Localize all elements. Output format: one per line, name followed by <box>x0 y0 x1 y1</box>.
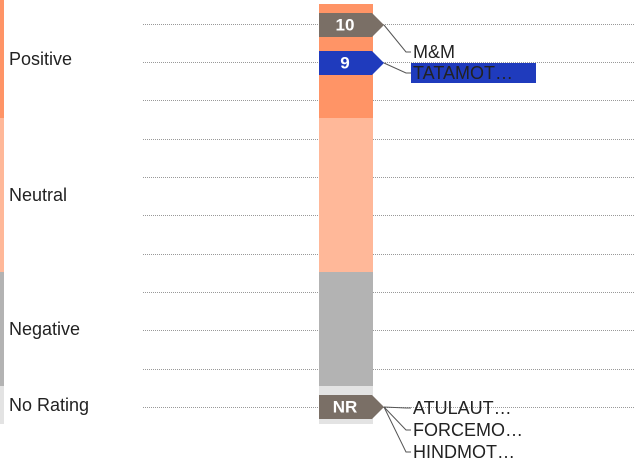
band-label: Positive <box>9 49 72 69</box>
band-label: Neutral <box>9 185 67 205</box>
leader-line <box>383 406 411 431</box>
band-column <box>319 272 373 386</box>
band-strip <box>0 118 4 272</box>
marker-label: 10 <box>336 15 355 34</box>
marker-label: NR <box>333 397 358 416</box>
marker[interactable] <box>319 13 384 37</box>
item-label[interactable]: FORCEMO… <box>413 420 523 440</box>
band-strip <box>0 272 4 386</box>
band-strip <box>0 0 4 118</box>
marker[interactable] <box>319 51 384 75</box>
band-strip <box>0 386 4 424</box>
item-label[interactable]: M&M <box>413 42 455 62</box>
band-column <box>319 118 373 272</box>
marker-label: 9 <box>340 53 349 72</box>
marker[interactable] <box>319 395 384 419</box>
item-label[interactable]: HINDMOT… <box>413 442 515 462</box>
item-label[interactable]: TATAMOT… <box>413 63 513 83</box>
leader-line <box>383 62 411 74</box>
item-label[interactable]: ATULAUT… <box>413 398 512 418</box>
item-highlight <box>411 63 536 83</box>
band-label: No Rating <box>9 395 89 415</box>
band-label: Negative <box>9 319 80 339</box>
leader-line <box>383 24 411 53</box>
leader-line <box>383 406 411 409</box>
leader-line <box>383 406 411 453</box>
